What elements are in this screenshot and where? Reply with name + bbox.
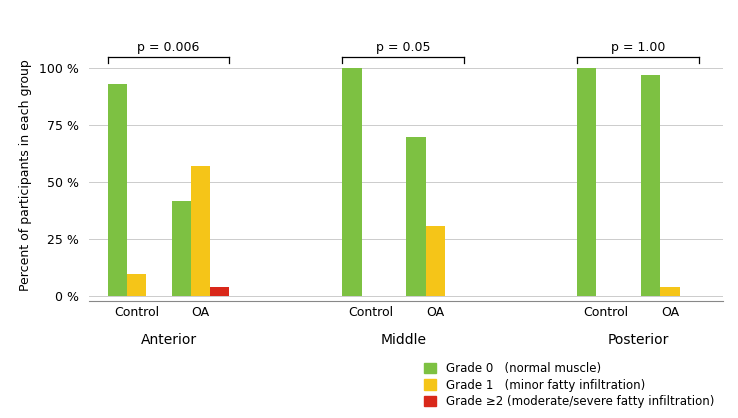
Text: p = 0.05: p = 0.05 <box>376 41 430 54</box>
Bar <box>108 84 127 296</box>
Bar <box>661 287 680 296</box>
Text: p = 0.006: p = 0.006 <box>137 41 200 54</box>
Text: Anterior: Anterior <box>140 333 196 347</box>
Bar <box>641 75 661 296</box>
Bar <box>127 274 146 296</box>
Bar <box>172 201 191 296</box>
Bar <box>210 287 230 296</box>
Text: Middle: Middle <box>380 333 427 347</box>
Bar <box>426 226 445 296</box>
Text: p = 1.00: p = 1.00 <box>611 41 665 54</box>
Legend: Grade 0   (normal muscle), Grade 1   (minor fatty infiltration), Grade ≥2 (moder: Grade 0 (normal muscle), Grade 1 (minor … <box>424 362 714 408</box>
Y-axis label: Percent of participants in each group: Percent of participants in each group <box>19 60 32 291</box>
Bar <box>577 69 596 296</box>
Text: Posterior: Posterior <box>607 333 669 347</box>
Bar <box>407 137 426 296</box>
Bar <box>191 166 210 296</box>
Bar <box>342 69 362 296</box>
